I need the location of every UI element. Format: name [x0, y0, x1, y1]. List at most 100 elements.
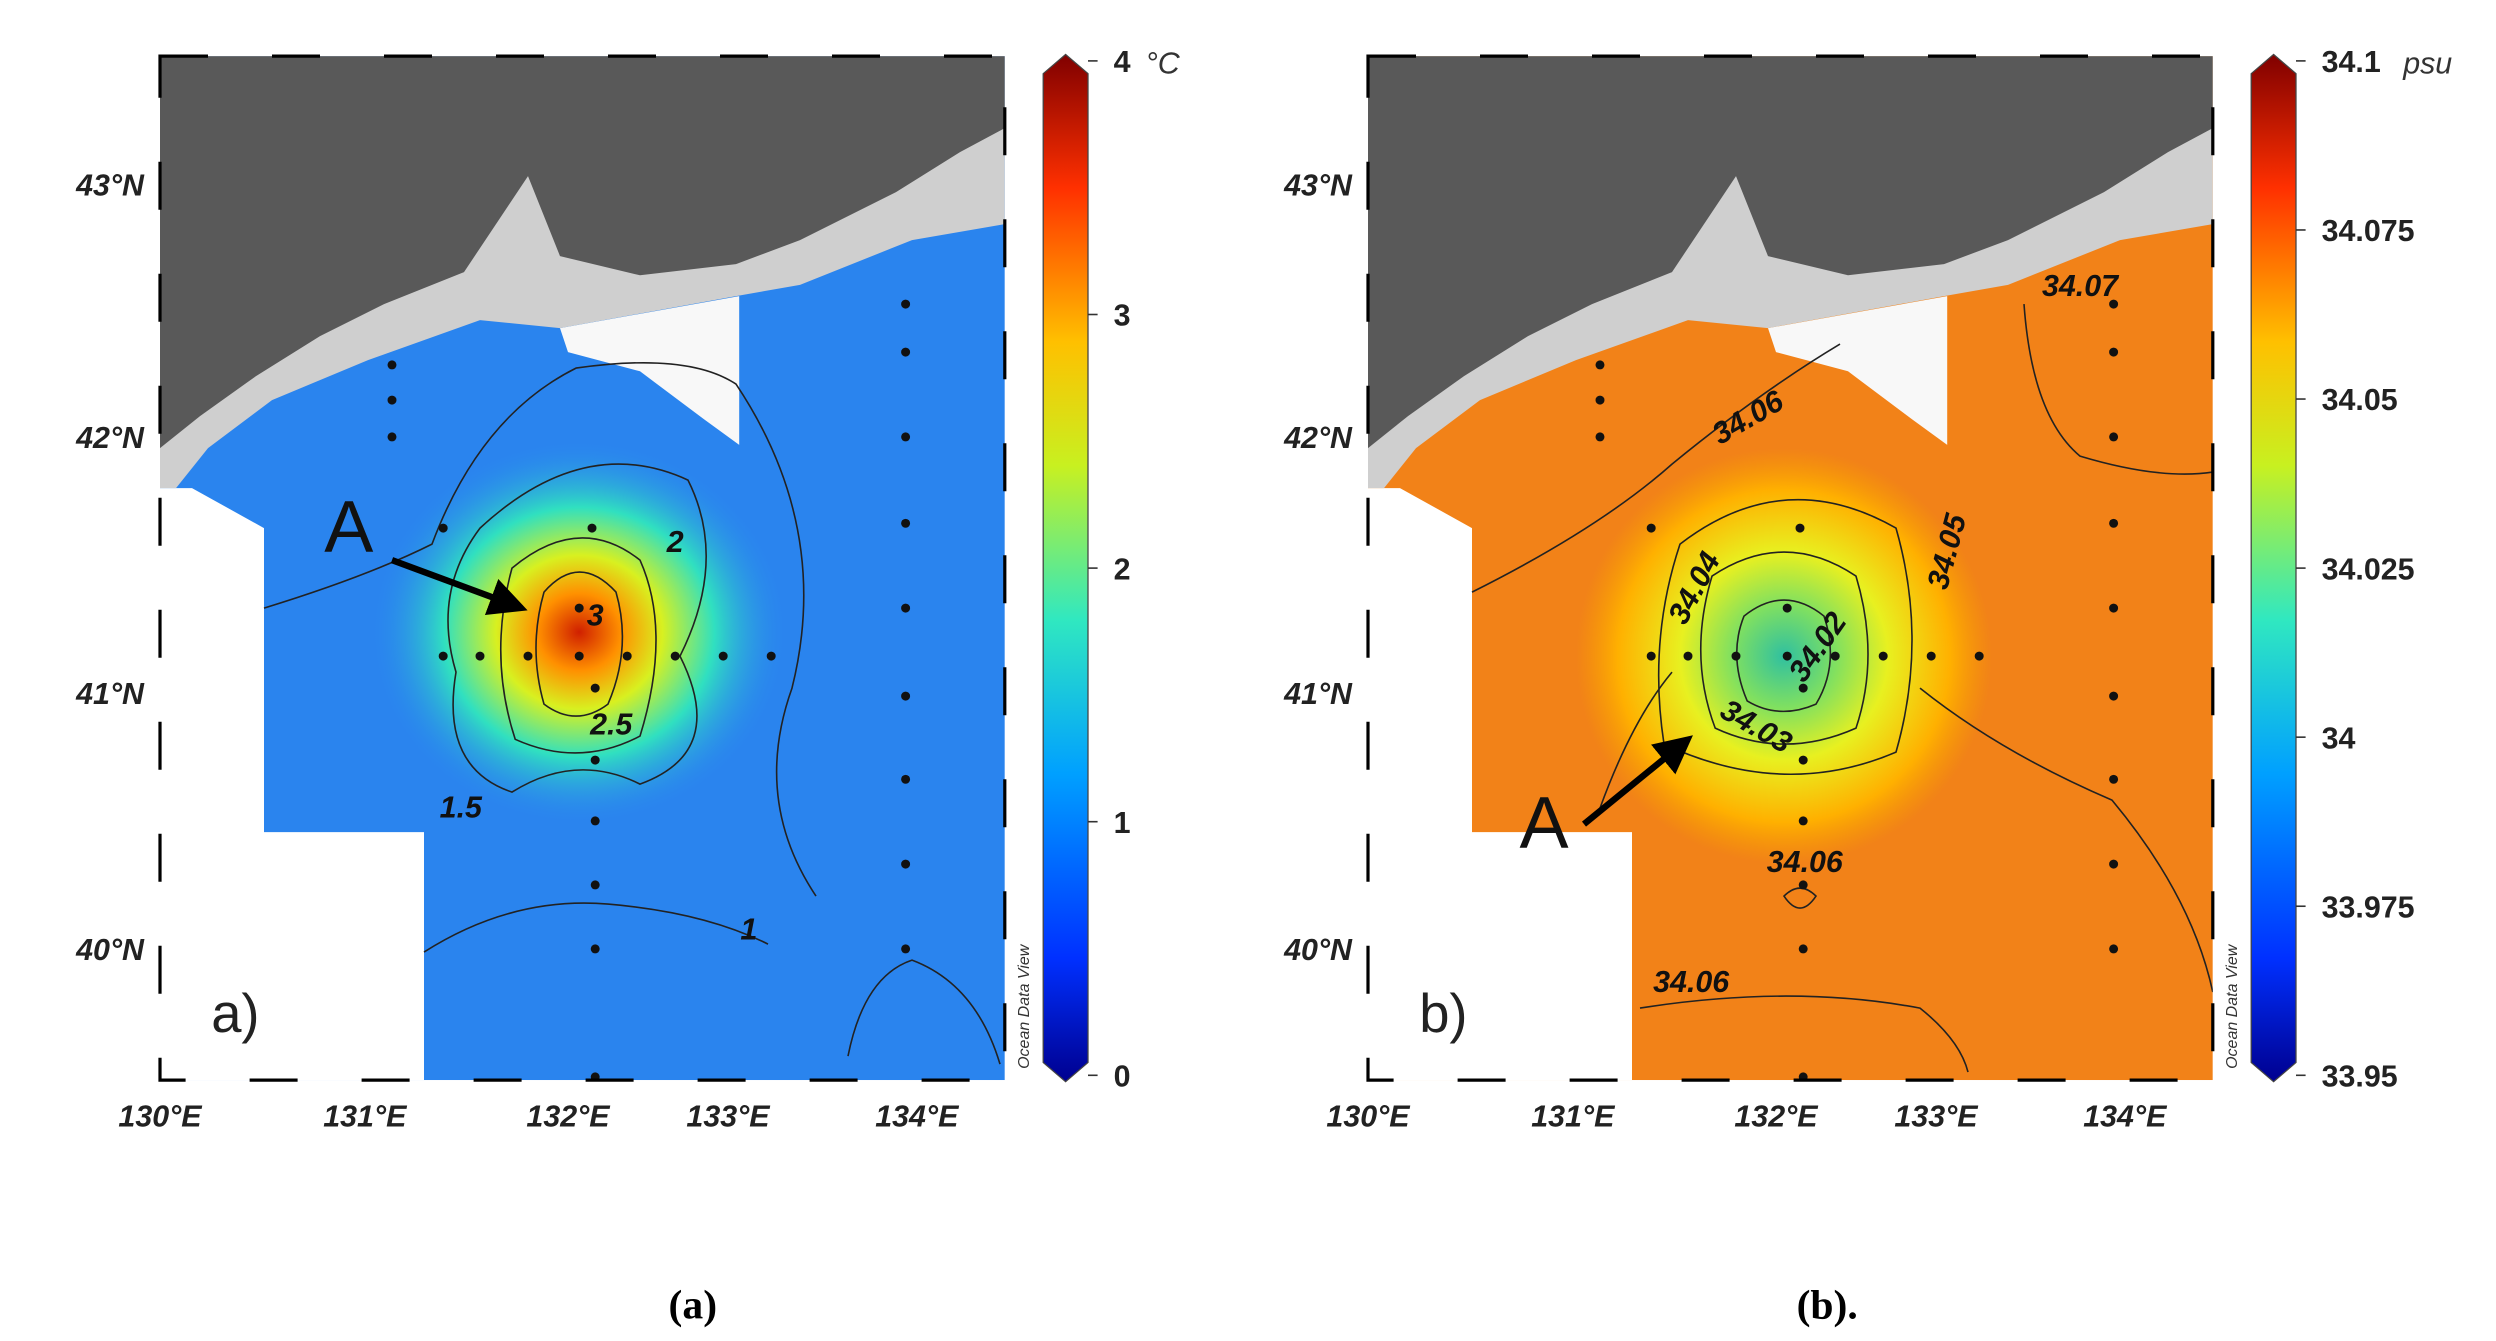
caption: (a) [669, 1282, 718, 1329]
x-tick-label: 133°E [1894, 1100, 1979, 1134]
station [901, 603, 911, 613]
colorbar-label: 33.975 [2322, 890, 2415, 924]
station [590, 816, 600, 826]
station [387, 432, 397, 442]
station [1974, 651, 1984, 661]
colorbar-label: 34.1 [2322, 45, 2381, 79]
no-data [1368, 488, 1632, 1081]
station [1595, 395, 1605, 405]
label-box [1372, 944, 1541, 1076]
contour-label: 3 [587, 599, 604, 633]
contour-line [1471, 343, 1841, 593]
contour-label: 2 [666, 525, 684, 559]
station [622, 651, 632, 661]
contour-label: 2.5 [589, 708, 633, 742]
y-tick-label: 43°N [1283, 168, 1353, 202]
station [2109, 944, 2119, 954]
station [590, 683, 600, 693]
land [160, 56, 1005, 449]
no-data [560, 296, 740, 445]
hot-spot [371, 440, 788, 825]
station [901, 518, 911, 528]
station [590, 755, 600, 765]
x-tick-label: 134°E [875, 1100, 960, 1134]
station [1878, 651, 1888, 661]
annotation: A [324, 485, 373, 568]
station [574, 651, 584, 661]
station [1830, 651, 1840, 661]
station [1646, 523, 1656, 533]
station [901, 432, 911, 442]
land [1368, 56, 2213, 449]
arrow [390, 557, 528, 615]
x-tick-label: 132°E [1734, 1100, 1819, 1134]
no-data [160, 488, 424, 1081]
colorbar-label: 34.075 [2322, 214, 2415, 248]
station [590, 944, 600, 954]
station [2109, 691, 2119, 701]
station [475, 651, 485, 661]
station [2109, 347, 2119, 357]
map: 3 2 2.5 1.5 1 [160, 56, 1005, 1081]
contour-line [847, 959, 1001, 1065]
watermark: Ocean Data View [2224, 943, 2241, 1069]
station [2109, 299, 2119, 309]
map-frame [158, 54, 1007, 1082]
station [523, 651, 533, 661]
station [2109, 518, 2119, 528]
contour-line [1736, 599, 1832, 713]
station [2109, 603, 2119, 613]
y-tick-label: 40°N [1283, 933, 1353, 967]
colorbar-label: 34 [2322, 721, 2356, 755]
x-tick-label: 131°E [323, 1100, 408, 1134]
station [387, 395, 397, 405]
contour-label: 34.07 [2042, 269, 2120, 303]
station [1782, 603, 1792, 613]
colorbar-label: 34.05 [2322, 383, 2398, 417]
x-tick-label: 130°E [1326, 1100, 1411, 1134]
y-tick-label: 42°N [75, 421, 145, 455]
station [901, 944, 911, 954]
contour-label: 1 [740, 912, 757, 946]
station [718, 651, 728, 661]
station [1798, 755, 1808, 765]
contour-line [423, 902, 769, 953]
station [1798, 880, 1808, 890]
colorbar-label: 4 [1114, 45, 1131, 79]
station [1798, 683, 1808, 693]
station [901, 691, 911, 701]
contour-line [500, 537, 657, 754]
station [901, 774, 911, 784]
contour-label: 34.06 [1767, 845, 1844, 879]
colorbar-label: 2 [1114, 552, 1131, 586]
station [1646, 651, 1656, 661]
colorbar-label: 33.95 [2322, 1060, 2398, 1094]
arrow [1581, 735, 1693, 827]
annotation: A [1519, 781, 1568, 864]
map-frame [1366, 54, 2215, 1082]
caption: (b). [1797, 1282, 1858, 1329]
station [766, 651, 776, 661]
station [901, 859, 911, 869]
map-panel: 34.0634.0434.0234.0534.0334.0634.0634.07… [1283, 45, 2452, 1328]
station [1798, 944, 1808, 954]
watermark: Ocean Data View [1016, 943, 1033, 1069]
contour-line [1919, 687, 2213, 993]
colorbar-label: 3 [1114, 299, 1131, 333]
station [1798, 816, 1808, 826]
panel-label: b) [1419, 983, 1467, 1044]
colorbar-label: 0 [1114, 1060, 1131, 1094]
y-tick-label: 41°N [1283, 677, 1353, 711]
contour-line [1782, 887, 1818, 909]
contour-line [447, 463, 707, 793]
contour-line [1657, 498, 1913, 775]
x-tick-label: 130°E [118, 1100, 203, 1134]
station [590, 880, 600, 890]
contour-line [263, 361, 817, 897]
station [587, 523, 597, 533]
station [1683, 651, 1693, 661]
contour-label: 34.06 [1653, 965, 1730, 999]
station [1731, 651, 1741, 661]
x-tick-label: 134°E [2083, 1100, 2168, 1134]
